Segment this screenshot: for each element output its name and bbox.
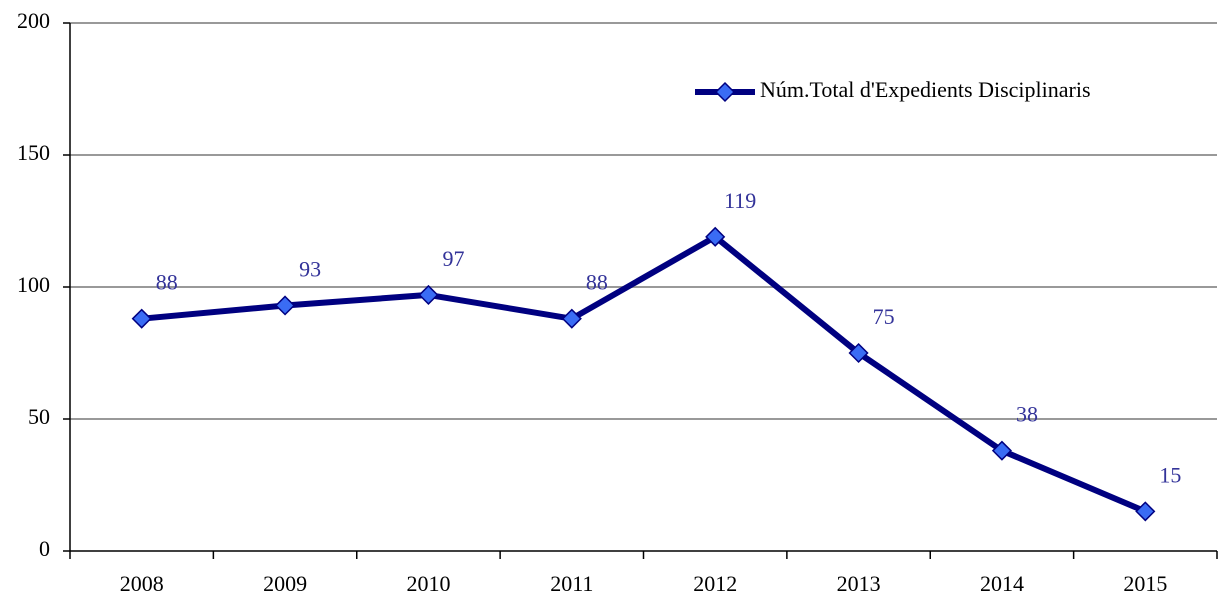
y-tick-label: 50 <box>28 404 50 429</box>
data-label: 75 <box>873 304 895 329</box>
y-tick-label: 200 <box>17 8 50 33</box>
y-tick-label: 0 <box>39 536 50 561</box>
data-label: 119 <box>724 188 756 213</box>
y-tick-label: 150 <box>17 140 50 165</box>
x-tick-label: 2012 <box>693 571 737 596</box>
marker <box>418 284 439 305</box>
legend-marker <box>714 81 736 103</box>
series-line <box>141 233 1147 515</box>
data-label: 38 <box>1016 402 1038 427</box>
data-label: 88 <box>156 270 178 295</box>
marker <box>131 308 152 329</box>
legend-label: Núm.Total d'Expedients Disciplinaris <box>760 77 1091 102</box>
x-tick-label: 2010 <box>406 571 450 596</box>
marker <box>275 295 296 316</box>
marker <box>1135 501 1156 522</box>
data-label: 93 <box>299 257 321 282</box>
x-tick-label: 2011 <box>550 571 593 596</box>
marker <box>848 342 869 364</box>
data-label: 88 <box>586 270 608 295</box>
x-tick-label: 2013 <box>837 571 881 596</box>
y-tick-label: 100 <box>17 272 50 297</box>
data-label: 15 <box>1159 462 1181 487</box>
x-tick-label: 2009 <box>263 571 307 596</box>
marker <box>705 226 726 247</box>
x-tick-label: 2014 <box>980 571 1024 596</box>
marker <box>561 308 582 329</box>
x-tick-label: 2008 <box>120 571 164 596</box>
x-tick-label: 2015 <box>1123 571 1167 596</box>
marker <box>991 440 1013 461</box>
data-label: 97 <box>442 246 464 271</box>
